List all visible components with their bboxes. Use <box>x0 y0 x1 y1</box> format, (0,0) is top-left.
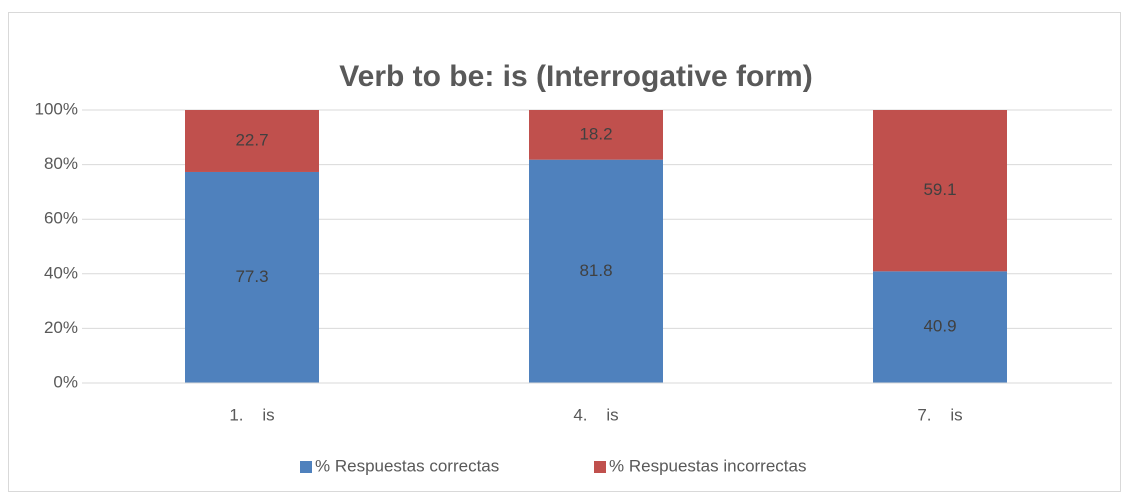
bar-segment <box>185 171 319 383</box>
bar-segment <box>185 110 319 172</box>
bar-segment <box>873 110 1007 272</box>
legend-swatch <box>594 461 606 473</box>
legend-swatch <box>300 461 312 473</box>
x-tick-label: 7. is <box>917 405 962 424</box>
y-tick-label: 40% <box>44 263 78 282</box>
y-tick-label: 20% <box>44 318 78 337</box>
bar-segment <box>873 271 1007 383</box>
data-label: 77.3 <box>235 267 268 286</box>
data-label: 81.8 <box>579 261 612 280</box>
data-label: 18.2 <box>579 124 612 143</box>
chart-title: Verb to be: is (Interrogative form) <box>339 60 812 93</box>
legend-label: % Respuestas incorrectas <box>609 456 806 475</box>
x-tick-label: 1. is <box>229 405 274 424</box>
data-label: 59.1 <box>923 180 956 199</box>
data-label: 40.9 <box>923 317 956 336</box>
x-tick-label: 4. is <box>573 405 618 424</box>
y-tick-label: 0% <box>53 372 78 391</box>
data-label: 22.7 <box>235 130 268 149</box>
bar-segment <box>529 159 663 383</box>
y-tick-label: 60% <box>44 209 78 228</box>
y-tick-label: 80% <box>44 154 78 173</box>
bar-segment <box>529 110 663 160</box>
y-tick-label: 100% <box>35 99 78 118</box>
legend-label: % Respuestas correctas <box>315 456 499 475</box>
